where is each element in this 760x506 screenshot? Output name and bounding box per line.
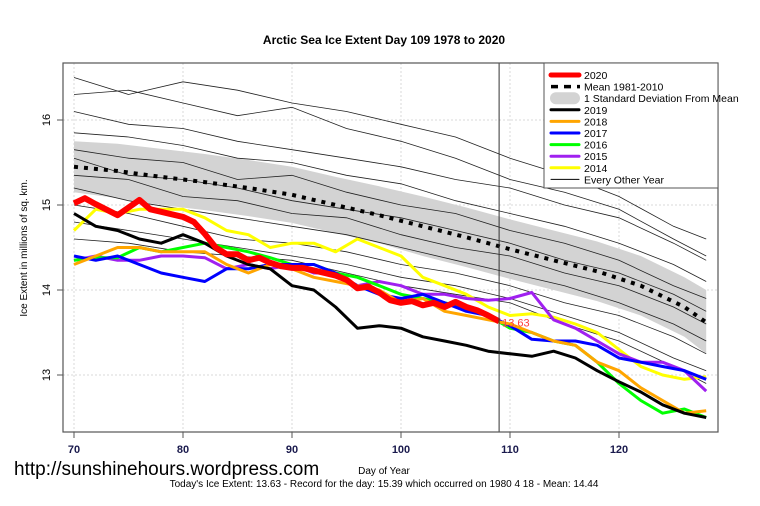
x-axis-label: Day of Year	[358, 466, 410, 477]
y-tick-label: 15	[41, 199, 53, 211]
other-year-line	[73, 77, 707, 240]
series-2019	[73, 212, 707, 419]
other-year-line	[73, 89, 707, 257]
legend-label: 2018	[584, 116, 608, 128]
other-year-line	[73, 174, 707, 325]
other-year-line	[73, 157, 707, 312]
y-tick-label: 14	[41, 284, 53, 296]
legend-label: 2019	[584, 105, 608, 117]
series-2018	[73, 246, 707, 415]
y-tick-label: 16	[41, 114, 53, 126]
series-2016	[73, 241, 707, 419]
std-band	[74, 141, 707, 354]
x-tick-label: 120	[610, 444, 628, 456]
x-tick-label: 80	[177, 444, 189, 456]
x-axis: 70 80 90 100 110 120	[68, 432, 628, 456]
series-2014	[72, 207, 707, 381]
x-tick-label: 70	[68, 444, 80, 456]
other-year-line	[73, 132, 707, 282]
legend-label: 2016	[584, 140, 608, 152]
other-year-line	[73, 221, 707, 372]
legend-label: 1 Standard Deviation From Mean	[584, 93, 739, 105]
legend-label: 2017	[584, 128, 608, 140]
recent-years	[72, 195, 708, 419]
other-year-line	[73, 204, 707, 355]
other-year-line	[73, 149, 707, 299]
other-year-line	[73, 111, 707, 261]
footer-summary: Today's Ice Extent: 13.63 - Record for t…	[170, 479, 599, 490]
legend-label: Every Other Year	[584, 174, 664, 186]
plot-frame	[62, 62, 719, 433]
today-value-label: 13.63	[502, 317, 530, 329]
legend-label: 2014	[584, 163, 608, 175]
legend-label: 2015	[584, 151, 608, 163]
x-tick-label: 110	[501, 444, 519, 456]
legend-swatch-band	[550, 92, 580, 105]
series-2020	[72, 195, 501, 325]
legend-label: Mean 1981-2010	[584, 82, 664, 94]
y-axis-label: Ice Extent in millions of sq. km.	[19, 179, 30, 316]
legend-label: 2020	[584, 70, 608, 82]
x-tick-label: 90	[286, 444, 298, 456]
y-tick-label: 13	[41, 369, 53, 381]
chart-title: Arctic Sea Ice Extent Day 109 1978 to 20…	[263, 33, 505, 47]
mean-line	[73, 164, 708, 324]
watermark-url: http://sunshinehours.wordpress.com	[14, 459, 319, 480]
x-tick-label: 100	[392, 444, 410, 456]
series-2015	[73, 254, 708, 393]
std-band-area	[74, 141, 707, 354]
mean-line-path	[73, 164, 708, 324]
y-axis: 13 14 15 16	[41, 114, 63, 381]
